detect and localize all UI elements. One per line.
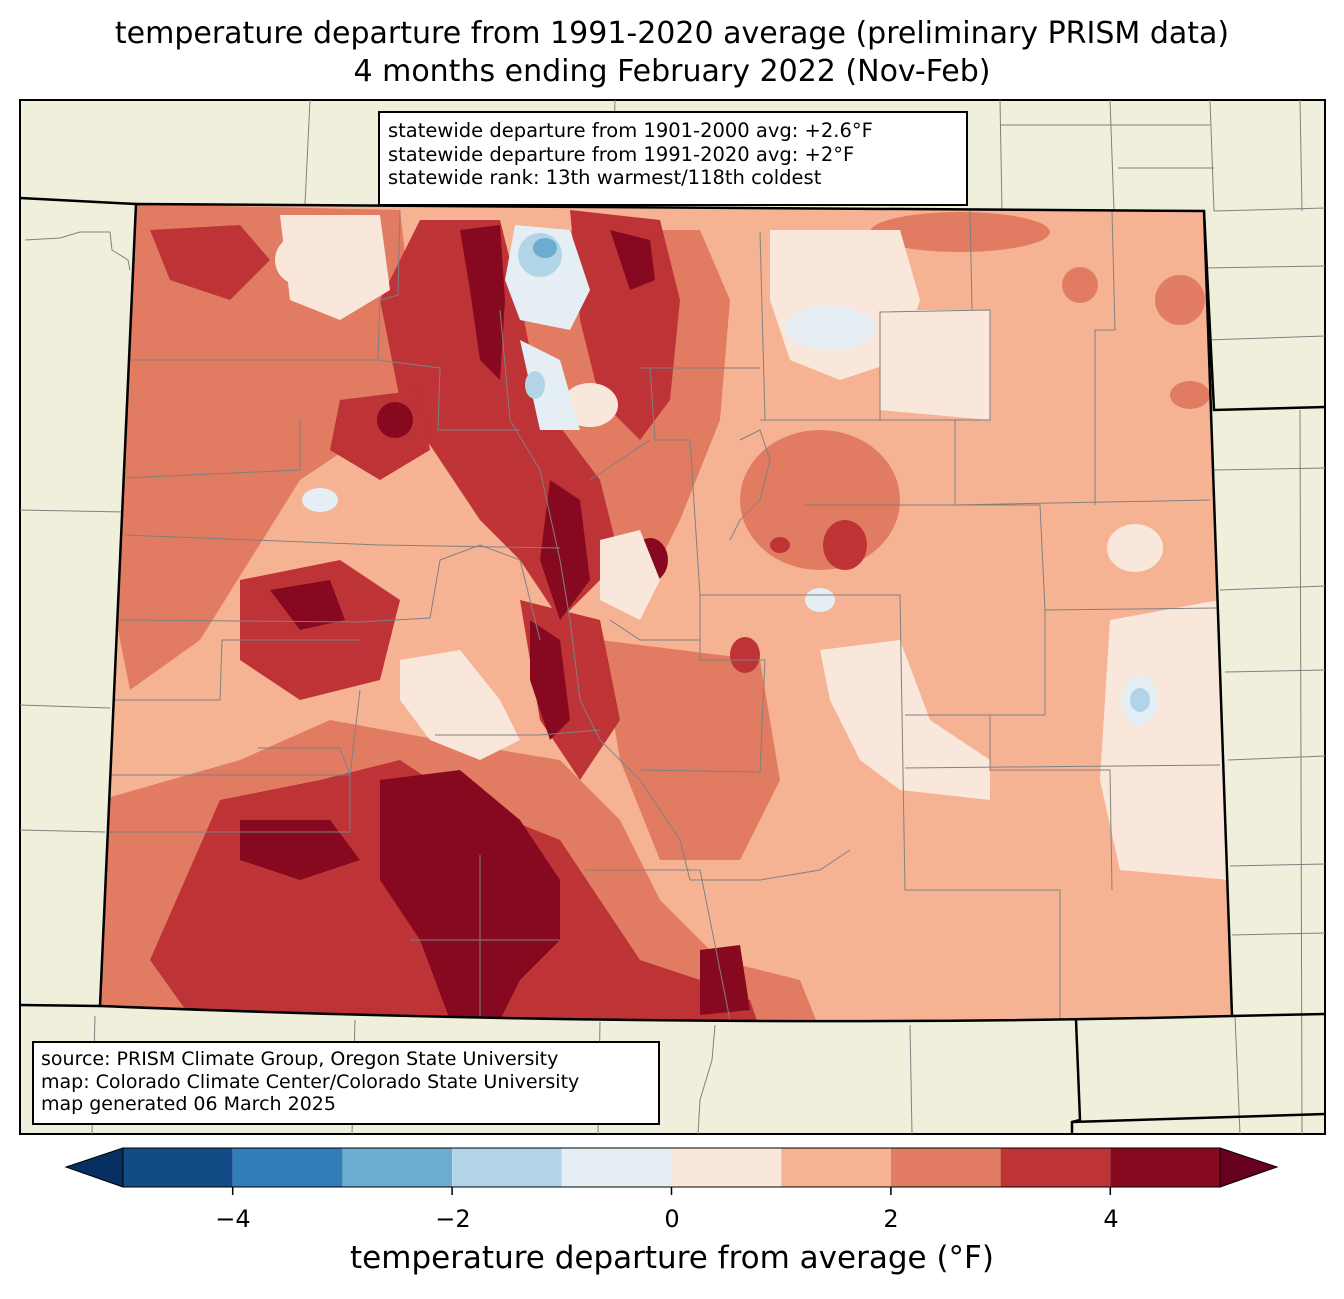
stats-rank: statewide rank: 13th warmest/118th colde… — [388, 166, 822, 189]
field-cold — [533, 238, 557, 258]
stats-departure-1901-2000: statewide departure from 1901-2000 avg: … — [388, 119, 873, 142]
colorbar-swatch — [671, 1148, 782, 1187]
colorbar-swatch — [1000, 1148, 1111, 1187]
stats-departure-1991-2020: statewide departure from 1991-2020 avg: … — [388, 142, 855, 166]
field-slightly-warm — [275, 215, 1230, 880]
colorado-temperature-field — [100, 204, 1232, 1022]
colorbar-swatch — [452, 1148, 562, 1187]
colorbar-swatch — [1110, 1148, 1220, 1187]
source-credits-box: source: PRISM Climate Group, Oregon Stat… — [32, 1041, 660, 1125]
neighbor-borders — [19, 99, 1326, 1135]
field-very-warm — [240, 225, 750, 1020]
map-title-line2: 4 months ending February 2022 (Nov-Feb) — [353, 54, 991, 89]
colorbar — [64, 1147, 1279, 1195]
colorbar-swatch — [561, 1148, 672, 1187]
colorbar-title: temperature departure from average (°F) — [350, 1240, 994, 1276]
colorbar-tick-label: 4 — [1103, 1205, 1119, 1233]
colorbar-tick-label: −2 — [435, 1205, 471, 1233]
colorbar-swatch — [781, 1148, 891, 1187]
colorbar-swatch — [123, 1148, 233, 1187]
colorbar-over-arrow — [1219, 1147, 1279, 1188]
statewide-stats-box: statewide departure from 1901-2000 avg: … — [378, 111, 968, 206]
colorbar-under-arrow — [64, 1147, 124, 1188]
field-slightly-cool — [302, 225, 1158, 725]
colorado-border — [98, 202, 1234, 1023]
colorbar-swatch — [342, 1148, 453, 1187]
generated-date-line: map generated 06 March 2025 — [41, 1093, 336, 1115]
colorbar-tick-label: −4 — [215, 1205, 251, 1233]
colorbar-swatch — [232, 1148, 343, 1187]
county-lines — [108, 209, 1221, 1021]
map-title-line1: temperature departure from 1991-2020 ave… — [114, 16, 1230, 51]
colorbar-tick-label: 0 — [664, 1205, 680, 1233]
map-credit-line: map: Colorado Climate Center/Colorado St… — [41, 1070, 580, 1093]
colorbar-tick-label: 2 — [883, 1205, 899, 1233]
colorbar-swatch — [890, 1148, 1001, 1187]
source-line: source: PRISM Climate Group, Oregon Stat… — [41, 1048, 559, 1070]
